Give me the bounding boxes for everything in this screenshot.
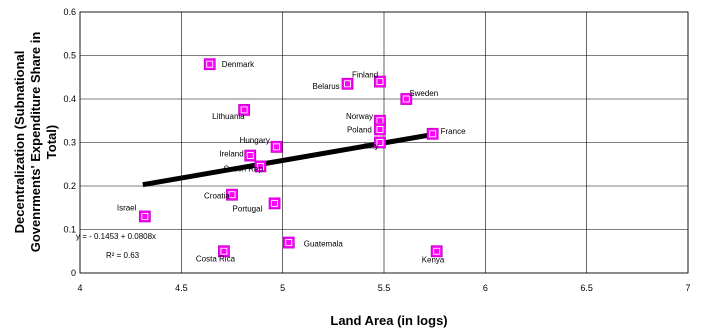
point-label: Croatia <box>204 192 230 201</box>
y-tick-label: 0 <box>71 268 76 278</box>
data-point <box>254 160 267 173</box>
data-point <box>426 127 439 140</box>
data-point <box>238 103 251 116</box>
x-tick-label: 4 <box>77 283 82 293</box>
point-label: Italy <box>364 142 379 151</box>
data-point <box>341 77 354 90</box>
data-point-inner <box>246 152 254 160</box>
point-label: France <box>441 127 466 136</box>
y-tick-label: 0.6 <box>63 7 76 17</box>
y-tick-label: 0.1 <box>63 225 76 235</box>
point-label: Hungary <box>240 136 270 145</box>
trendline <box>142 131 438 188</box>
data-point <box>270 140 283 153</box>
point-label: Lithuania <box>212 112 245 121</box>
data-point-inner <box>433 247 441 255</box>
y-axis-title-line: Govenrments' Expenditure Share in <box>28 32 43 253</box>
data-point-inner <box>141 212 149 220</box>
data-point-inner <box>344 80 351 88</box>
x-tick-label: 5 <box>280 283 285 293</box>
data-point-inner <box>273 143 281 151</box>
data-point-inner <box>285 239 293 247</box>
point-label: Costa Rica <box>196 254 236 263</box>
data-point-inner <box>376 125 384 133</box>
data-point-inner <box>240 106 248 114</box>
y-tick-label: 0.3 <box>63 138 76 148</box>
data-point-inner <box>376 139 384 146</box>
data-point-inner <box>402 95 410 103</box>
data-point <box>268 197 281 210</box>
data-point <box>244 149 257 162</box>
data-point <box>430 245 443 258</box>
y-tick-label: 0.4 <box>63 94 76 104</box>
data-point <box>282 236 295 249</box>
data-point <box>138 210 151 223</box>
data-point-inner <box>228 191 236 199</box>
data-point <box>226 188 238 201</box>
data-point <box>217 245 230 258</box>
data-point <box>374 75 386 88</box>
x-tick-label: 6 <box>483 283 488 293</box>
regression-r2: R² = 0.63 <box>106 251 140 260</box>
y-tick-label: 0.2 <box>63 181 76 191</box>
data-point-inner <box>256 162 264 170</box>
y-axis-title-line: Total) <box>44 125 59 159</box>
point-label: Guatemala <box>304 240 344 249</box>
point-label: Norway <box>346 112 373 121</box>
point-label: Denmark <box>222 60 255 69</box>
point-label: Belarus <box>313 82 340 91</box>
point-label: Czech Rep <box>223 164 263 173</box>
y-axis-title: Decentralization (Subnational Govenrments… <box>12 32 59 253</box>
point-label: Ireland <box>219 150 243 159</box>
data-point-inner <box>206 60 214 68</box>
data-point-inner <box>271 199 279 207</box>
x-axis-title: Land Area (in logs) <box>330 313 447 328</box>
data-point <box>374 123 386 136</box>
point-label: Portugal <box>233 204 263 213</box>
x-tick-label: 6.5 <box>580 283 593 293</box>
data-point <box>203 58 216 71</box>
y-axis-title-line: Decentralization (Subnational <box>12 51 27 234</box>
data-point-inner <box>220 247 228 255</box>
point-label: Sweden <box>409 89 438 98</box>
data-point <box>374 136 386 149</box>
point-label: Finland <box>352 71 378 80</box>
y-tick-label: 0.5 <box>63 51 76 61</box>
point-label: Poland <box>347 125 372 134</box>
point-label: Israel <box>117 203 137 212</box>
data-point-inner <box>376 78 384 86</box>
x-tick-label: 5.5 <box>378 283 391 293</box>
data-point-inner <box>429 130 437 138</box>
x-tick-label: 7 <box>685 283 690 293</box>
point-label: Kenya <box>422 255 445 264</box>
data-point <box>400 93 413 105</box>
plot-border <box>79 11 689 274</box>
x-tick-label: 4.5 <box>175 283 188 293</box>
regression-equation: y = - 0.1453 + 0.0808x <box>76 232 156 241</box>
